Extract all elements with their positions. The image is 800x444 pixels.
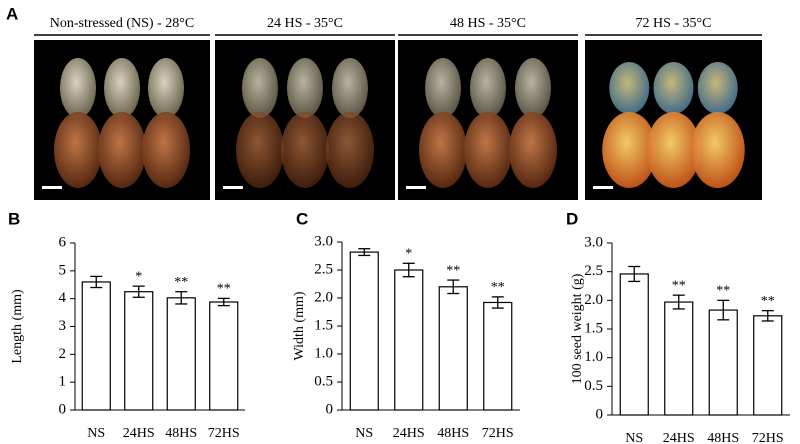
panel-label: A xyxy=(6,4,18,23)
y-tick-label: 0 xyxy=(59,401,67,417)
x-tick-label: 24HS xyxy=(393,426,425,441)
grain xyxy=(332,58,368,118)
grain xyxy=(287,58,323,118)
y-tick-label: 2.5 xyxy=(314,261,333,277)
scale-bar xyxy=(42,186,62,189)
x-tick-label: 48HS xyxy=(165,426,197,441)
bar xyxy=(438,286,468,411)
bar xyxy=(124,291,154,411)
y-axis-label: Length (mm) xyxy=(10,289,25,364)
y-tick-label: 1.0 xyxy=(314,345,333,361)
x-tick-label: NS xyxy=(625,431,643,444)
seed xyxy=(419,112,467,188)
scale-bar xyxy=(223,186,243,189)
x-tick-label: 48HS xyxy=(437,426,469,441)
seed xyxy=(646,112,701,188)
y-tick-label: 0 xyxy=(326,401,334,417)
grain xyxy=(697,62,738,114)
bar xyxy=(166,297,196,411)
x-tick-label: 48HS xyxy=(707,431,739,444)
seed xyxy=(54,112,102,188)
y-tick-label: 0.5 xyxy=(584,378,603,394)
y-tick-label: 5 xyxy=(59,262,67,278)
x-tick-label: 72HS xyxy=(482,426,514,441)
seed xyxy=(690,112,745,188)
bar xyxy=(349,251,379,411)
photo-heading: 24 HS - 35°C xyxy=(267,16,343,31)
y-tick-label: 3.0 xyxy=(584,234,603,250)
x-tick-label: 72HS xyxy=(208,426,240,441)
grain xyxy=(515,58,551,118)
y-tick-label: 4 xyxy=(59,290,67,306)
y-tick-label: 2.0 xyxy=(584,292,603,308)
bar xyxy=(394,269,424,411)
y-tick-label: 0.5 xyxy=(314,373,333,389)
y-tick-label: 2.5 xyxy=(584,263,603,279)
y-tick-label: 1.5 xyxy=(314,317,333,333)
significance: ** xyxy=(716,284,730,299)
y-tick-label: 2 xyxy=(59,346,67,362)
y-tick-label: 0 xyxy=(596,406,604,422)
significance: * xyxy=(405,246,412,261)
photo-heading: 72 HS - 35°C xyxy=(636,16,712,31)
seed xyxy=(464,112,512,188)
significance: * xyxy=(135,269,142,284)
grain xyxy=(104,58,140,118)
panel-label: B xyxy=(8,209,20,228)
photo-heading: Non-stressed (NS) - 28°C xyxy=(50,16,194,31)
significance: ** xyxy=(446,263,460,278)
grain xyxy=(470,58,506,118)
y-tick-label: 3.0 xyxy=(314,233,333,249)
panel-label: D xyxy=(566,209,578,228)
bar xyxy=(708,309,738,416)
seed xyxy=(281,112,329,188)
seed xyxy=(142,112,190,188)
significance: ** xyxy=(174,275,188,290)
significance: ** xyxy=(217,282,231,297)
grain xyxy=(653,62,694,114)
bar xyxy=(664,301,694,416)
bar xyxy=(81,281,111,411)
bar xyxy=(483,301,513,411)
y-axis-label: 100 seed weight (g) xyxy=(570,273,585,384)
bar xyxy=(753,315,783,416)
significance: ** xyxy=(761,294,775,309)
x-tick-label: 24HS xyxy=(663,431,695,444)
y-tick-label: 3 xyxy=(59,318,67,334)
seed xyxy=(98,112,146,188)
grain xyxy=(60,58,96,118)
x-tick-label: NS xyxy=(87,426,105,441)
grain xyxy=(609,62,650,114)
x-tick-label: NS xyxy=(355,426,373,441)
x-tick-label: 24HS xyxy=(123,426,155,441)
significance: ** xyxy=(491,280,505,295)
y-axis-label: Width (mm) xyxy=(292,291,307,360)
bar xyxy=(209,301,239,411)
seed xyxy=(326,112,374,188)
grain xyxy=(425,58,461,118)
grain xyxy=(242,58,278,118)
panel-label: C xyxy=(296,209,308,228)
y-tick-label: 6 xyxy=(59,234,67,250)
scale-bar xyxy=(593,186,613,189)
seed xyxy=(602,112,657,188)
y-tick-label: 2.0 xyxy=(314,289,333,305)
seed xyxy=(236,112,284,188)
grain xyxy=(148,58,184,118)
significance: ** xyxy=(672,278,686,293)
y-tick-label: 1.5 xyxy=(584,320,603,336)
photo-heading: 48 HS - 35°C xyxy=(450,16,526,31)
scale-bar xyxy=(406,186,426,189)
x-tick-label: 72HS xyxy=(752,431,784,444)
y-tick-label: 1 xyxy=(59,374,67,390)
bar xyxy=(619,273,649,416)
y-tick-label: 1.0 xyxy=(584,349,603,365)
seed xyxy=(509,112,557,188)
